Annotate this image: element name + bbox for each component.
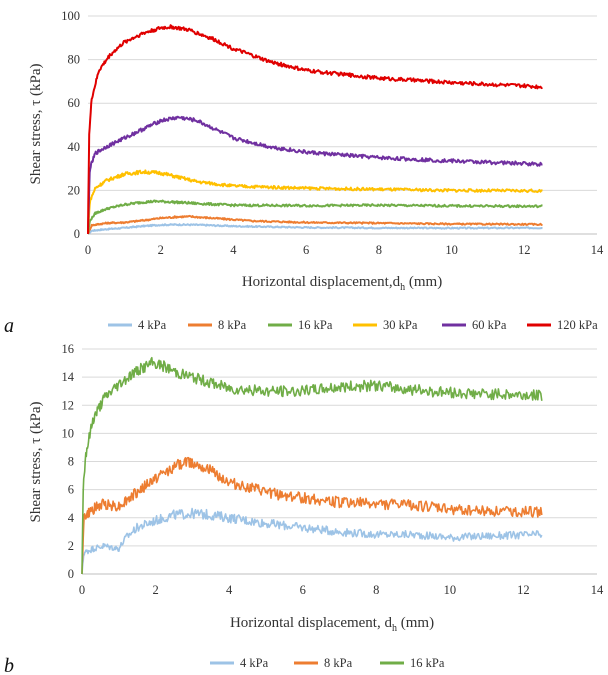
series-line-120-kpa bbox=[87, 24, 543, 235]
x-tick-label: 8 bbox=[376, 243, 382, 257]
chart-panel-a: 0 20 40 60 80 100 0 2 4 6 8 10 12 14 Shear stress, τ… bbox=[4, 9, 604, 337]
y-tick-label: 6 bbox=[68, 483, 74, 497]
x-axis-title-a: Horizontal displacement,dh (mm) bbox=[242, 274, 442, 293]
x-axis-title-b: Horizontal displacement, dh (mm) bbox=[230, 615, 434, 634]
y-tick-label: 16 bbox=[62, 342, 75, 356]
series-line-30-kpa bbox=[87, 169, 543, 235]
x-tick-label: 10 bbox=[444, 583, 457, 597]
y-tick-label: 0 bbox=[68, 567, 74, 581]
x-tick-label: 2 bbox=[152, 583, 158, 597]
panel-label-a: a bbox=[4, 315, 14, 337]
x-tick-label: 14 bbox=[591, 243, 604, 257]
x-tick-label: 2 bbox=[158, 243, 164, 257]
series-line-60-kpa bbox=[87, 115, 543, 235]
x-tick-label: 12 bbox=[517, 583, 530, 597]
series-line-4-kpa bbox=[81, 507, 543, 575]
y-tick-label: 14 bbox=[62, 370, 75, 384]
series-line-8-kpa bbox=[87, 214, 543, 235]
x-tick-label: 6 bbox=[300, 583, 306, 597]
series-group-a bbox=[87, 24, 543, 235]
x-tick-label: 4 bbox=[226, 583, 233, 597]
x-tick-label: 0 bbox=[85, 243, 91, 257]
legend-label: 16 kPa bbox=[298, 318, 333, 332]
x-tick-labels-a: 0 2 4 6 8 10 12 14 bbox=[85, 243, 604, 257]
x-tick-label: 10 bbox=[445, 243, 458, 257]
y-tick-label: 10 bbox=[62, 426, 75, 440]
x-tick-label: 12 bbox=[518, 243, 531, 257]
y-tick-label: 12 bbox=[62, 398, 75, 412]
x-tick-label: 6 bbox=[303, 243, 309, 257]
y-tick-label: 60 bbox=[68, 96, 81, 110]
y-tick-label: 20 bbox=[68, 183, 81, 197]
grid-lines-a bbox=[88, 15, 597, 235]
x-tick-label: 8 bbox=[373, 583, 379, 597]
series-line-4-kpa bbox=[87, 223, 543, 235]
series-group-b bbox=[81, 356, 543, 575]
legend-label: 4 kPa bbox=[138, 318, 167, 332]
series-line-16-kpa bbox=[81, 356, 543, 575]
y-tick-labels-a: 0 20 40 60 80 100 bbox=[61, 9, 80, 241]
legend-label: 8 kPa bbox=[218, 318, 247, 332]
legend-label: 120 kPa bbox=[557, 318, 598, 332]
y-tick-label: 80 bbox=[68, 53, 81, 67]
series-line-16-kpa bbox=[87, 199, 543, 235]
y-tick-label: 2 bbox=[68, 539, 74, 553]
grid-lines-b bbox=[82, 348, 597, 575]
panel-label-b: b bbox=[4, 655, 14, 675]
chart-panel-b: 0 2 4 6 8 10 12 14 16 0 2 4 6 8 10 12 14 Shear stress, … bbox=[4, 342, 604, 675]
legend-b: 4 kPa 8 kPa 16 kPa bbox=[210, 656, 445, 670]
y-tick-label: 4 bbox=[68, 511, 75, 525]
y-tick-label: 8 bbox=[68, 455, 74, 469]
y-tick-label: 40 bbox=[68, 140, 81, 154]
legend-label: 16 kPa bbox=[410, 656, 445, 670]
legend-label: 30 kPa bbox=[383, 318, 418, 332]
series-line-8-kpa bbox=[81, 456, 543, 575]
x-tick-label: 4 bbox=[230, 243, 237, 257]
x-tick-labels-b: 0 2 4 6 8 10 12 14 bbox=[79, 583, 604, 597]
legend-label: 8 kPa bbox=[324, 656, 353, 670]
y-tick-label: 100 bbox=[61, 9, 80, 23]
x-tick-label: 0 bbox=[79, 583, 85, 597]
y-axis-title-b: Shear stress, τ (kPa) bbox=[28, 401, 44, 522]
legend-label: 60 kPa bbox=[472, 318, 507, 332]
y-tick-label: 0 bbox=[74, 227, 80, 241]
legend-label: 4 kPa bbox=[240, 656, 269, 670]
y-axis-title-a: Shear stress, τ (kPa) bbox=[28, 63, 44, 184]
x-tick-label: 14 bbox=[591, 583, 604, 597]
y-tick-labels-b: 0 2 4 6 8 10 12 14 16 bbox=[62, 342, 75, 581]
legend-a: 4 kPa 8 kPa 16 kPa 30 kPa 60 kPa 120 kPa bbox=[108, 318, 598, 332]
